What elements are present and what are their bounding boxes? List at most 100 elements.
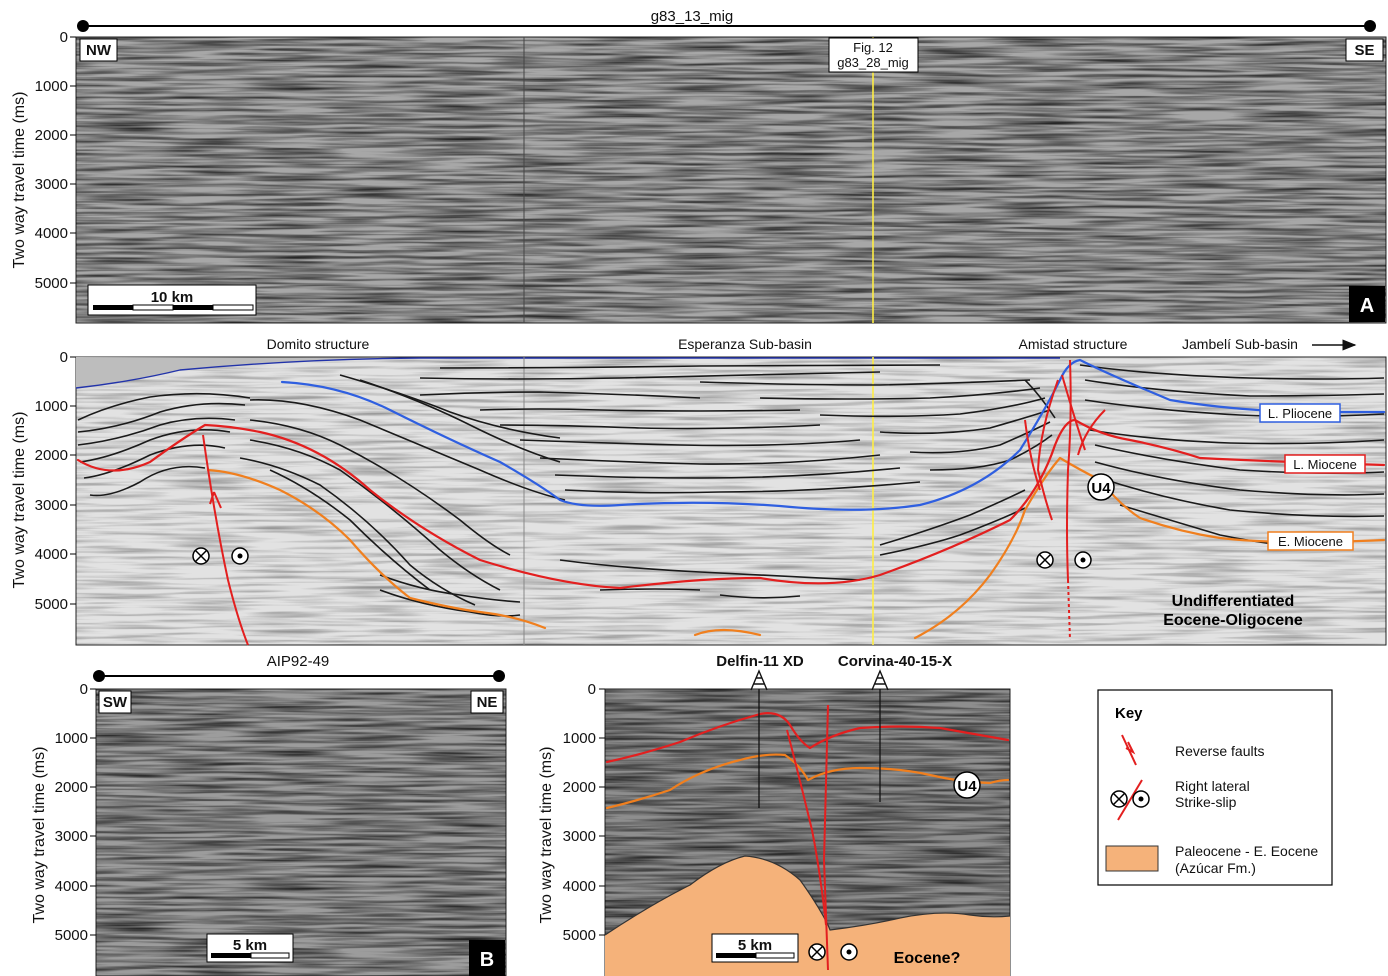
horizon-e-miocene <box>206 456 1386 640</box>
y-axis-label: Two way travel time (ms) <box>11 412 28 589</box>
crossing-line-box <box>828 37 919 73</box>
strike-slip-symbol <box>192 547 1092 569</box>
y-axis: 0 1000 2000 3000 4000 5000 <box>35 349 76 613</box>
fault-line <box>1077 409 1106 456</box>
direction-box-left <box>98 690 132 714</box>
horizon-red <box>605 712 1010 764</box>
fault-line-dashed <box>1067 579 1071 641</box>
direction-right: NE <box>477 694 498 711</box>
direction-box-right <box>1345 38 1384 62</box>
horizon-l-pliocene <box>280 358 1386 511</box>
profile-endpoint <box>77 20 89 32</box>
scale-bar <box>716 952 795 959</box>
well-derrick-icon <box>750 669 768 691</box>
paleocene-swatch <box>1105 845 1159 872</box>
unit-label: Undifferentiated <box>1172 593 1295 610</box>
seismic-texture <box>96 689 506 976</box>
y-tick-label: 5000 <box>35 596 68 613</box>
water-column <box>76 357 420 388</box>
profile-endpoint <box>1364 20 1376 32</box>
scale-bar <box>93 304 254 311</box>
unit-u4-marker <box>953 771 981 799</box>
y-tick-label: 2000 <box>35 127 68 144</box>
unit-u4-label: U4 <box>957 778 977 795</box>
panel-a: g83_13_mig NW SE Fig. 12 g83_28_mig 10 k… <box>11 8 1387 324</box>
crossing-line-label: g83_28_mig <box>837 55 909 70</box>
scale-bar-label: 5 km <box>738 937 772 954</box>
horizon-label: L. Pliocene <box>1268 406 1332 421</box>
panel-b: AIP92-49 SW NE 5 km B Two way travel tim… <box>31 653 507 976</box>
panel-b-interpreted: Delfin-11 XD Corvina-40-15-X U4 Eocene? … <box>538 653 1011 976</box>
panel-letter: A <box>1360 295 1374 317</box>
well-label: Corvina-40-15-X <box>838 653 952 670</box>
y-axis: 0 1000 2000 3000 4000 5000 <box>35 29 76 292</box>
well-derrick-icon <box>871 669 889 691</box>
horizon-label: E. Miocene <box>1278 534 1343 549</box>
fault-line <box>1061 374 1086 451</box>
y-tick-label: 0 <box>60 349 68 366</box>
scale-bar <box>211 952 290 959</box>
line-name: g83_13_mig <box>651 8 734 25</box>
direction-box-right <box>470 690 504 714</box>
unit-label: Eocene-Oligocene <box>1163 612 1303 629</box>
y-tick-label: 4000 <box>55 878 88 895</box>
legend-title: Key <box>1115 705 1143 722</box>
crossing-line-label: Fig. 12 <box>853 40 893 55</box>
y-tick-label: 4000 <box>35 546 68 563</box>
y-tick-label: 3000 <box>35 176 68 193</box>
direction-left: SW <box>103 694 128 711</box>
y-tick-label: 5000 <box>35 275 68 292</box>
well-label: Delfin-11 XD <box>716 653 804 670</box>
y-tick-label: 0 <box>60 29 68 46</box>
reverse-fault-arrow-icon <box>1121 734 1137 766</box>
y-tick-label: 4000 <box>35 225 68 242</box>
y-tick-label: 4000 <box>563 878 596 895</box>
y-axis-label: Two way travel time (ms) <box>11 92 28 269</box>
y-axis-label: Two way travel time (ms) <box>538 747 555 924</box>
structure-label: Amistad structure <box>1019 336 1128 352</box>
seismic-texture <box>76 37 1386 323</box>
fault-line <box>786 729 827 926</box>
black-horizons <box>77 364 1385 617</box>
scale-bar-label: 10 km <box>151 289 194 306</box>
legend-item: Right lateral <box>1175 778 1250 794</box>
panel-letter: B <box>480 949 494 971</box>
y-tick-label: 3000 <box>35 497 68 514</box>
legend-item: Paleocene - E. Eocene <box>1175 843 1318 859</box>
panel-interpreted: Domito structure Esperanza Sub-basin Ami… <box>11 336 1387 646</box>
y-tick-label: 1000 <box>35 398 68 415</box>
y-axis-label: Two way travel time (ms) <box>31 747 48 924</box>
legend-item: Reverse faults <box>1175 743 1264 759</box>
fault-line <box>1066 359 1072 581</box>
direction-box-left <box>79 38 118 62</box>
profile-endpoint <box>493 670 505 682</box>
fault-line <box>1024 419 1041 491</box>
y-tick-label: 0 <box>588 681 596 698</box>
y-tick-label: 5000 <box>55 927 88 944</box>
y-tick-label: 5000 <box>563 927 596 944</box>
line-name: AIP92-49 <box>267 653 330 670</box>
y-tick-label: 3000 <box>55 828 88 845</box>
fault-line <box>1117 779 1143 821</box>
horizon-label-box <box>1259 403 1341 423</box>
unit-u4-marker <box>1087 473 1115 501</box>
fault-lines <box>202 359 1106 646</box>
direction-right: SE <box>1354 42 1374 59</box>
fault-line <box>822 704 829 971</box>
fault-line <box>1036 379 1059 521</box>
horizon-l-miocene <box>76 418 1386 590</box>
y-tick-label: 1000 <box>35 78 68 95</box>
structure-label: Domito structure <box>267 336 370 352</box>
y-tick-label: 2000 <box>35 447 68 464</box>
paleocene-unit <box>605 856 1010 976</box>
structure-label: Esperanza Sub-basin <box>678 336 812 352</box>
legend-item: (Azúcar Fm.) <box>1175 860 1256 876</box>
horizon-label-box <box>1267 531 1354 551</box>
y-axis: 0 1000 2000 3000 4000 5000 <box>563 681 605 944</box>
direction-left: NW <box>86 42 112 59</box>
seabed-line <box>75 357 1060 389</box>
y-axis: 0 1000 2000 3000 4000 5000 <box>55 681 96 944</box>
interpreted-horizons <box>76 358 1386 640</box>
fault-line <box>202 434 249 646</box>
